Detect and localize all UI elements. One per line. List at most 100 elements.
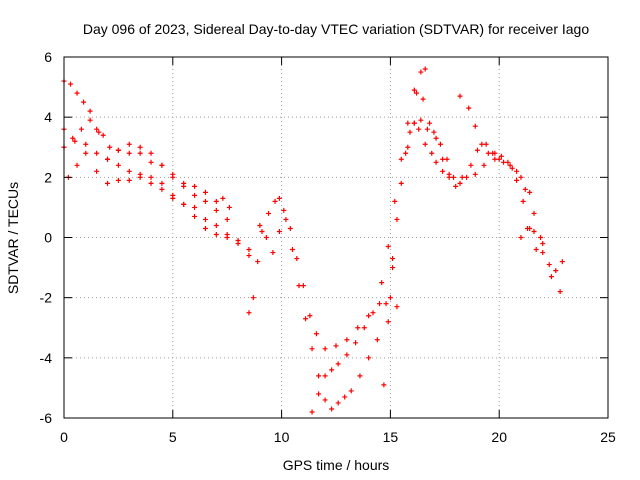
series-track-2 bbox=[61, 117, 230, 222]
data-point bbox=[446, 171, 452, 177]
data-point bbox=[294, 256, 300, 262]
data-point bbox=[148, 159, 154, 165]
data-point bbox=[105, 156, 111, 162]
y-tick-label: -4 bbox=[40, 350, 53, 366]
data-point bbox=[213, 222, 219, 228]
series-track-10 bbox=[414, 90, 533, 195]
y-tick-label: 0 bbox=[44, 230, 52, 246]
data-point bbox=[557, 289, 563, 295]
data-point bbox=[481, 162, 487, 168]
data-point bbox=[548, 274, 554, 280]
data-point bbox=[357, 373, 363, 379]
data-point bbox=[335, 361, 341, 367]
data-point bbox=[202, 225, 208, 231]
data-point bbox=[405, 144, 411, 150]
data-point bbox=[370, 310, 376, 316]
data-point bbox=[74, 162, 80, 168]
data-point bbox=[94, 168, 100, 174]
data-point bbox=[94, 126, 100, 132]
data-point bbox=[224, 216, 230, 222]
data-point bbox=[385, 244, 391, 250]
data-point bbox=[309, 409, 315, 415]
data-point bbox=[270, 250, 276, 256]
data-point bbox=[466, 105, 472, 111]
data-point bbox=[309, 346, 315, 352]
data-point bbox=[105, 180, 111, 186]
data-point bbox=[427, 120, 433, 126]
data-point bbox=[453, 183, 459, 189]
series-track-7 bbox=[309, 66, 428, 415]
data-point bbox=[276, 195, 282, 201]
x-tick-label: 20 bbox=[491, 429, 507, 445]
data-point bbox=[126, 168, 132, 174]
data-point bbox=[137, 150, 143, 156]
data-point bbox=[224, 231, 230, 237]
data-point bbox=[546, 262, 552, 268]
x-tick-label: 5 bbox=[169, 429, 177, 445]
data-point bbox=[296, 283, 302, 289]
data-point bbox=[353, 340, 359, 346]
data-point bbox=[148, 174, 154, 180]
data-point bbox=[202, 198, 208, 204]
data-point bbox=[479, 141, 485, 147]
data-point bbox=[344, 337, 350, 343]
data-point bbox=[159, 162, 165, 168]
grid bbox=[64, 57, 608, 418]
chart-title: Day 096 of 2023, Sidereal Day-to-day VTE… bbox=[83, 21, 590, 37]
data-point bbox=[148, 180, 154, 186]
data-point bbox=[246, 247, 252, 253]
x-tick-label: 0 bbox=[60, 429, 68, 445]
data-point bbox=[366, 313, 372, 319]
data-point bbox=[115, 147, 121, 153]
data-point bbox=[416, 126, 422, 132]
data-point bbox=[527, 189, 533, 195]
data-point bbox=[501, 159, 507, 165]
data-point bbox=[520, 198, 526, 204]
data-point bbox=[472, 123, 478, 129]
data-point bbox=[474, 147, 480, 153]
x-axis-label: GPS time / hours bbox=[283, 457, 390, 473]
data-point bbox=[307, 313, 313, 319]
data-point bbox=[420, 96, 426, 102]
data-point bbox=[87, 108, 93, 114]
x-tick-label: 15 bbox=[383, 429, 399, 445]
data-point bbox=[514, 177, 520, 183]
data-point bbox=[411, 120, 417, 126]
data-point bbox=[335, 400, 341, 406]
series-track-13 bbox=[518, 225, 544, 240]
data-point bbox=[115, 177, 121, 183]
data-point bbox=[220, 195, 226, 201]
data-point bbox=[374, 337, 380, 343]
data-point bbox=[213, 207, 219, 213]
data-point bbox=[213, 198, 219, 204]
data-point bbox=[235, 241, 241, 247]
data-point bbox=[433, 159, 439, 165]
data-point bbox=[329, 367, 335, 373]
data-point bbox=[322, 346, 328, 352]
data-point bbox=[333, 343, 339, 349]
data-point bbox=[316, 373, 322, 379]
data-point bbox=[263, 235, 269, 240]
data-point bbox=[507, 162, 513, 168]
data-point bbox=[538, 235, 544, 240]
data-point bbox=[559, 259, 565, 265]
data-point bbox=[424, 126, 430, 132]
data-point bbox=[383, 301, 389, 307]
data-point bbox=[553, 268, 559, 274]
data-point bbox=[431, 129, 437, 135]
data-point bbox=[440, 156, 446, 162]
data-point bbox=[385, 319, 391, 325]
data-point bbox=[457, 180, 463, 186]
data-point bbox=[283, 216, 289, 222]
data-point bbox=[398, 156, 404, 162]
data-point bbox=[483, 141, 489, 147]
data-point bbox=[192, 213, 198, 219]
data-point bbox=[433, 135, 439, 141]
data-point bbox=[414, 90, 420, 96]
data-point bbox=[531, 228, 537, 234]
data-point bbox=[213, 231, 219, 237]
data-point bbox=[137, 174, 143, 180]
x-tick-label: 25 bbox=[600, 429, 616, 445]
data-point bbox=[492, 156, 498, 162]
data-point bbox=[159, 180, 165, 186]
